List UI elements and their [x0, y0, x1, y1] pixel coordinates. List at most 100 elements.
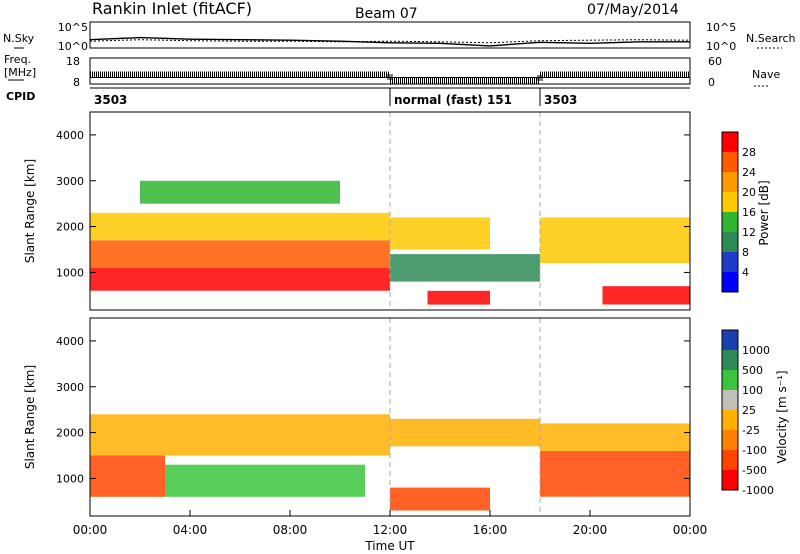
power-colorbar-tick-label: 4 — [742, 266, 749, 279]
freq-frame — [89, 57, 691, 85]
power-region — [390, 254, 540, 282]
velocity-colorbar-swatch — [722, 470, 738, 490]
power-ylabel: Slant Range [km] — [23, 159, 37, 263]
nsearch-tick-top: 10^5 — [706, 21, 736, 34]
velocity-region — [540, 423, 690, 451]
freq-label: Freq. — [4, 53, 31, 66]
power-region — [90, 240, 390, 268]
freq-panel: Freq. [MHz] 18 8 60 0 Nave — [4, 53, 780, 89]
xtick-label: 00:00 — [73, 523, 108, 537]
power-colorbar-tick-label: 16 — [742, 206, 756, 219]
xtick-label: 00:00 — [673, 523, 708, 537]
power-colorbar-swatch — [722, 192, 738, 212]
velocity-colorbar-swatch — [722, 390, 738, 410]
velocity-region — [165, 464, 365, 497]
power-colorbar-swatch — [722, 272, 738, 292]
power-colorbar-frame — [721, 131, 739, 293]
power-region — [90, 267, 390, 291]
velocity-colorbar-tick-label: 1000 — [742, 344, 770, 357]
power-region — [390, 217, 490, 250]
nsky-tick-bottom: 10^0 — [58, 40, 88, 53]
power-colorbar-tick-label: 20 — [742, 186, 756, 199]
power-frame — [89, 111, 691, 311]
velocity-colorbar-label: Velocity [m s⁻¹] — [775, 370, 789, 463]
cpid-segment-label: 3503 — [544, 93, 577, 107]
velocity-ytick-label: 2000 — [56, 427, 84, 440]
time-axis: 00:00 04:00 08:00 12:00 16:00 20:00 00:00 — [73, 510, 708, 537]
power-panel: 1000 2000 3000 4000 Slant Range [km] 28 24 20… — [23, 111, 771, 311]
velocity-colorbar-swatch — [722, 410, 738, 430]
xtick-label: 20:00 — [573, 523, 608, 537]
nsky-tick-top: 10^5 — [58, 21, 88, 34]
xtick-label: 08:00 — [273, 523, 308, 537]
power-region — [540, 217, 690, 264]
velocity-ytick-label: 4000 — [56, 335, 84, 348]
power-colorbar-swatch — [722, 232, 738, 252]
power-region — [140, 180, 340, 204]
power-colorbar-swatch — [722, 152, 738, 172]
power-colorbar-tick-label: 12 — [742, 226, 756, 239]
series-line-nave — [90, 71, 690, 84]
beam-label: Beam 07 — [355, 6, 418, 22]
date-label: 07/May/2014 — [587, 2, 679, 18]
freq-unit-label: [MHz] — [4, 66, 36, 79]
velocity-colorbar-frame — [721, 329, 739, 491]
velocity-colorbar-swatch — [722, 370, 738, 390]
power-ytick-label: 4000 — [56, 129, 84, 142]
velocity-colorbar-tick-label: 500 — [742, 364, 763, 377]
power-colorbar-label: Power [dB] — [757, 180, 771, 245]
xtick-label: 04:00 — [173, 523, 208, 537]
power-ytick-label: 2000 — [56, 221, 84, 234]
nsky-label: N.Sky — [3, 32, 35, 45]
nave-label: Nave — [752, 68, 780, 81]
xaxis-label: Time UT — [364, 539, 415, 553]
freq-tick-bottom: 8 — [73, 76, 80, 89]
velocity-panel: 1000 2000 3000 4000 Slant Range [km] 1000 50… — [23, 317, 789, 517]
cpid-segment-label: normal (fast) 151 — [394, 93, 512, 107]
series-line-n-sky — [89, 36, 690, 47]
nave-tick-top: 60 — [708, 55, 722, 68]
velocity-ytick-label: 3000 — [56, 381, 84, 394]
velocity-colorbar-swatch — [722, 350, 738, 370]
xtick-label: 12:00 — [373, 523, 408, 537]
freq-tick-top: 18 — [66, 55, 80, 68]
nsky-panel: N.Sky 10^5 10^0 10^5 10^0 N.Search — [3, 21, 796, 53]
power-ytick-label: 3000 — [56, 175, 84, 188]
power-region — [427, 290, 490, 305]
power-colorbar-swatch — [722, 172, 738, 192]
power-region — [90, 212, 390, 241]
velocity-ytick-label: 1000 — [56, 472, 84, 485]
velocity-colorbar-tick-label: -500 — [742, 464, 767, 477]
velocity-region — [90, 414, 390, 456]
cpid-row: CPID 3503 normal (fast) 151 3503 — [6, 87, 690, 107]
power-region — [602, 286, 690, 305]
power-colorbar-tick-label: 24 — [742, 166, 756, 179]
cpid-segment-label: 3503 — [94, 93, 127, 107]
xtick-label: 16:00 — [473, 523, 508, 537]
velocity-colorbar-tick-label: 100 — [742, 384, 763, 397]
velocity-ylabel: Slant Range [km] — [23, 365, 37, 469]
velocity-colorbar-tick-label: -25 — [742, 424, 760, 437]
power-colorbar-tick-label: 28 — [742, 146, 756, 159]
power-colorbar-tick-label: 8 — [742, 246, 749, 259]
power-colorbar-swatch — [722, 212, 738, 232]
velocity-colorbar-tick-label: 25 — [742, 404, 756, 417]
nave-tick-bottom: 0 — [708, 76, 715, 89]
nsearch-tick-bottom: 10^0 — [706, 40, 736, 53]
velocity-region — [540, 450, 690, 497]
plot-title: Rankin Inlet (fitACF) — [92, 0, 252, 18]
velocity-colorbar-swatch — [722, 450, 738, 470]
cpid-label: CPID — [6, 90, 35, 103]
velocity-colorbar-tick-label: -100 — [742, 444, 767, 457]
velocity-colorbar-tick-label: -1000 — [742, 484, 774, 497]
nsky-frame — [89, 21, 691, 49]
series-line-n-search — [89, 39, 691, 44]
velocity-colorbar-swatch — [722, 430, 738, 450]
velocity-colorbar-swatch — [722, 330, 738, 350]
power-colorbar-swatch — [722, 132, 738, 152]
power-ytick-label: 1000 — [56, 266, 84, 279]
velocity-region — [390, 487, 490, 511]
nsearch-label: N.Search — [746, 32, 796, 45]
velocity-region — [90, 455, 165, 497]
